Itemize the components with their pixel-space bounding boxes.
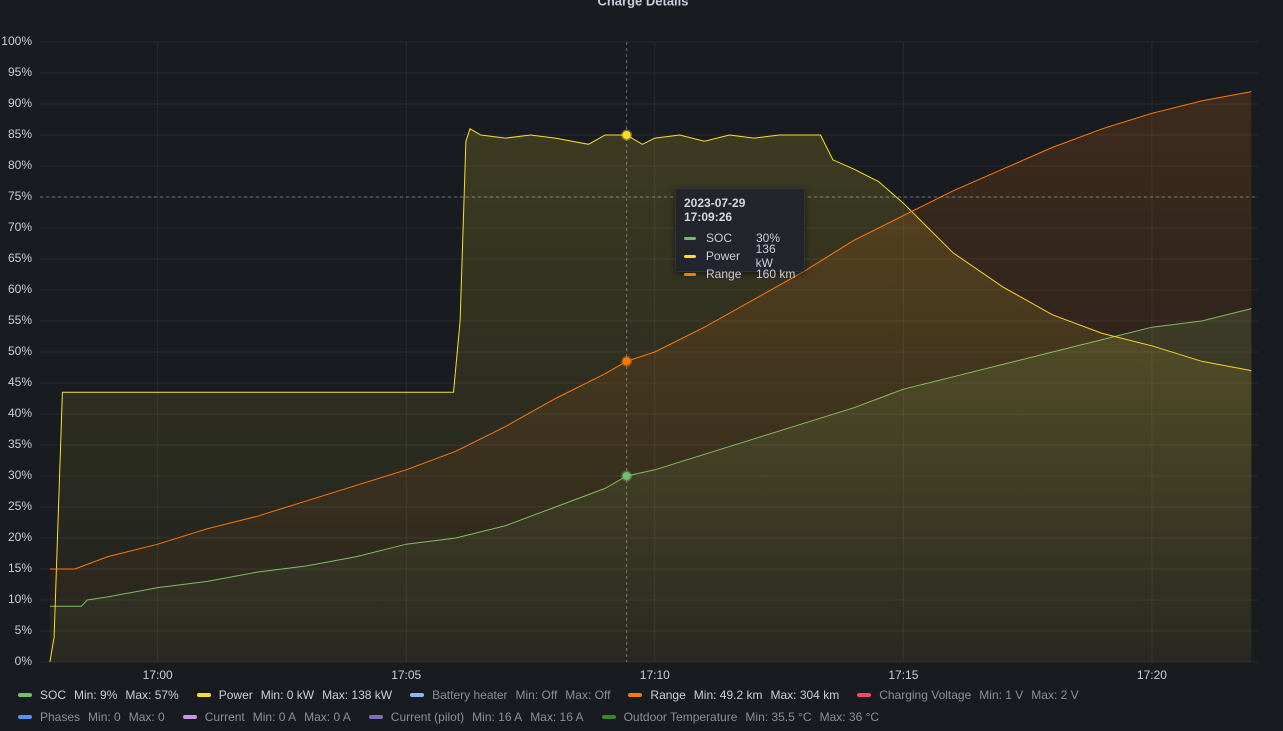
tooltip-name: Power xyxy=(705,249,740,263)
legend-name: Range xyxy=(650,688,686,702)
legend-max: Max: 36 °C xyxy=(819,710,880,724)
legend-item: SOC Min: 9% Max: 57% xyxy=(18,687,187,703)
y-tick-label: 35% xyxy=(8,437,32,451)
tooltip-swatch xyxy=(684,272,696,276)
hover-point xyxy=(621,129,633,141)
legend-item: Power Min: 0 kW Max: 138 kW xyxy=(196,687,400,703)
tooltip-value: 30% xyxy=(756,231,781,245)
legend: SOC Min: 9% Max: 57% Power Min: 0 kW Max: 138… xyxy=(18,687,1228,725)
legend-min: Min: 0 A xyxy=(252,710,297,724)
legend-item: Outdoor Temperature Min: 35.5 °C Max: 36 °… xyxy=(601,709,888,725)
y-tick-label: 85% xyxy=(8,127,32,141)
legend-min: Min: Off xyxy=(515,688,558,702)
legend-max: Max: 304 km xyxy=(770,688,840,702)
y-tick-label: 50% xyxy=(8,344,32,358)
tooltip-swatch xyxy=(684,236,696,240)
y-tick-label: 30% xyxy=(8,468,32,482)
y-tick-label: 95% xyxy=(8,65,32,79)
legend-max: Max: 0 xyxy=(128,710,165,724)
y-tick-label: 70% xyxy=(8,220,32,234)
y-tick-label: 10% xyxy=(8,592,32,606)
tooltip-time: 2023-07-29 17:09:26 xyxy=(684,196,746,224)
legend-name: Charging Voltage xyxy=(879,688,972,702)
legend-item: Charging Voltage Min: 1 V Max: 2 V xyxy=(857,687,1086,703)
y-tick-label: 80% xyxy=(8,158,32,172)
hover-point xyxy=(621,470,633,482)
legend-name: Power xyxy=(218,688,253,702)
legend-min: Min: 16 A xyxy=(472,710,523,724)
chart-title: Charge Details xyxy=(597,0,688,8)
legend-min: Min: 1 V xyxy=(979,688,1024,702)
legend-name: Current xyxy=(204,710,245,724)
legend-min: Min: 49.2 km xyxy=(693,688,763,702)
legend-swatch xyxy=(601,715,616,719)
tooltip: 2023-07-29 17:09:26 SOC 30% Power 136 kW Ran… xyxy=(675,188,805,281)
legend-swatch xyxy=(182,715,197,719)
x-tick-label: 17:10 xyxy=(640,668,670,682)
y-tick-label: 5% xyxy=(15,623,33,637)
y-tick-label: 55% xyxy=(8,313,32,327)
legend-swatch xyxy=(18,715,32,719)
tooltip-value: 160 km xyxy=(756,267,796,281)
y-tick-label: 60% xyxy=(8,282,32,296)
y-tick-label: 20% xyxy=(8,530,32,544)
y-tick-label: 100% xyxy=(1,34,32,48)
legend-max: Max: 138 kW xyxy=(322,688,393,702)
legend-min: Min: 9% xyxy=(74,688,118,702)
legend-item: Range Min: 49.2 km Max: 304 km xyxy=(628,687,847,703)
legend-min: Min: 0 kW xyxy=(260,688,315,702)
tooltip-value: 136 kW xyxy=(755,242,776,270)
legend-max: Max: 57% xyxy=(125,688,179,702)
legend-min: Min: 35.5 °C xyxy=(745,710,812,724)
legend-swatch xyxy=(857,693,872,697)
y-tick-label: 75% xyxy=(8,189,32,203)
tooltip-row: SOC 30% xyxy=(684,229,796,247)
legend-name: Outdoor Temperature xyxy=(623,710,738,724)
legend-item: Battery heater Min: Off Max: Off xyxy=(410,687,618,703)
legend-item: Phases Min: 0 Max: 0 xyxy=(18,709,173,725)
legend-max: Max: 16 A xyxy=(530,710,584,724)
tooltip-row: Range 160 km xyxy=(684,265,796,283)
legend-name: Phases xyxy=(40,710,81,724)
y-tick-label: 25% xyxy=(8,499,32,513)
tooltip-name: Range xyxy=(706,267,742,281)
y-tick-label: 40% xyxy=(8,406,32,420)
legend-swatch xyxy=(196,693,211,697)
y-tick-label: 45% xyxy=(8,375,32,389)
legend-max: Max: 2 V xyxy=(1031,688,1079,702)
x-tick-label: 17:20 xyxy=(1137,668,1167,682)
legend-name: Current (pilot) xyxy=(390,710,465,724)
y-tick-label: 15% xyxy=(8,561,32,575)
x-tick-label: 17:00 xyxy=(143,668,173,682)
legend-name: SOC xyxy=(40,688,67,702)
tooltip-row: Power 136 kW xyxy=(684,242,796,270)
x-tick-label: 17:05 xyxy=(391,668,421,682)
legend-item: Current (pilot) Min: 16 A Max: 16 A xyxy=(368,709,592,725)
legend-name: Battery heater xyxy=(432,688,508,702)
legend-max: Max: 0 A xyxy=(304,710,351,724)
chart: Charge Details 0% 5% 10% 15% 20% 25% 30% 35% 40%… xyxy=(1,0,1258,682)
legend-item: Current Min: 0 A Max: 0 A xyxy=(182,709,359,725)
legend-swatch xyxy=(410,693,425,697)
legend-swatch xyxy=(628,693,643,697)
tooltip-name: SOC xyxy=(706,231,733,245)
legend-min: Min: 0 xyxy=(88,710,121,724)
y-tick-label: 65% xyxy=(8,251,32,265)
legend-swatch xyxy=(368,715,383,719)
tooltip-swatch xyxy=(684,254,696,258)
y-tick-label: 0% xyxy=(15,654,33,668)
x-tick-label: 17:15 xyxy=(888,668,918,682)
y-tick-label: 90% xyxy=(8,96,32,110)
series-area xyxy=(49,91,1252,663)
hover-point xyxy=(621,355,633,367)
legend-max: Max: Off xyxy=(565,688,611,702)
legend-swatch xyxy=(18,693,32,697)
